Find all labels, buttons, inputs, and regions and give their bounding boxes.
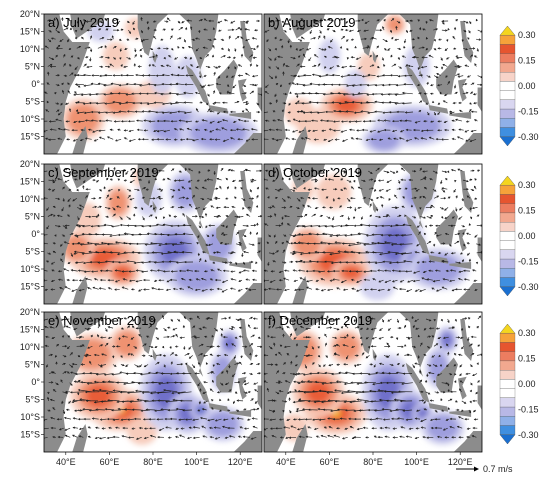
lat-tick-label: 5°S bbox=[25, 97, 40, 107]
lat-tick-label: 5°S bbox=[25, 395, 40, 405]
lat-tick-label: 0° bbox=[31, 79, 40, 89]
wind-vector bbox=[152, 252, 162, 253]
warm-anomaly bbox=[105, 89, 136, 114]
lat-tick-label: 15°N bbox=[20, 325, 40, 335]
panel-a: a) July 2019 20°N 15°N 10°N 5°N 0° 5°S 10°S 15°S bbox=[20, 7, 263, 154]
lon-tick-label: 60°E bbox=[100, 457, 120, 467]
lat-tick-label: 15°N bbox=[20, 27, 40, 37]
lat-tick-label: 20°N bbox=[20, 307, 40, 317]
lon-tick-label: 120°E bbox=[228, 457, 253, 467]
lat-tick-label: 20°N bbox=[20, 159, 40, 169]
warm-anomaly bbox=[115, 266, 130, 278]
lat-tick-label: 20°N bbox=[20, 9, 40, 19]
wind-vector bbox=[146, 410, 155, 411]
wind-vector bbox=[90, 373, 99, 374]
wind-vector-head bbox=[42, 269, 44, 271]
wind-vector bbox=[108, 244, 120, 245]
lat-tick-label: 10°S bbox=[20, 412, 40, 422]
wind-vector-head bbox=[42, 120, 44, 122]
cool-anomaly bbox=[149, 46, 175, 95]
panel-e: e) November 2019 20°N 15°N 10°N 5°N 0° 5°S 10°S… bbox=[20, 305, 262, 467]
lat-tick-label: 5°N bbox=[25, 62, 40, 72]
warm-anomaly bbox=[109, 190, 128, 215]
lat-tick-label: 5°S bbox=[25, 247, 40, 257]
lon-tick-label: 40°E bbox=[56, 457, 76, 467]
lat-tick-label: 0° bbox=[31, 377, 40, 387]
lat-tick-label: 10°S bbox=[20, 114, 40, 124]
cool-anomaly bbox=[360, 273, 395, 301]
panel-d: d) October 2019 bbox=[263, 157, 482, 304]
wind-vector bbox=[397, 262, 406, 263]
lon-tick-label: 80°E bbox=[143, 457, 163, 467]
warm-anomaly bbox=[114, 331, 139, 356]
cool-anomaly bbox=[175, 56, 201, 98]
lat-tick-label: 10°N bbox=[20, 194, 40, 204]
cool-anomaly bbox=[207, 411, 238, 436]
lat-tick-label: 15°S bbox=[20, 132, 40, 142]
warm-anomaly bbox=[86, 385, 111, 407]
lat-tick-label: 15°S bbox=[20, 282, 40, 292]
panel-title: c) September 2019 bbox=[48, 165, 159, 180]
wind-vector-head bbox=[42, 171, 44, 173]
panel-b: b) August 2019 bbox=[262, 7, 482, 154]
warm-anomaly bbox=[387, 17, 403, 32]
wind-vector bbox=[291, 243, 304, 244]
wind-vector bbox=[358, 93, 368, 94]
warm-anomaly bbox=[335, 97, 358, 112]
wind-vector bbox=[139, 234, 149, 235]
lat-tick-label: 5°N bbox=[25, 360, 40, 370]
wind-vector bbox=[119, 93, 128, 94]
lat-tick-label: 10°N bbox=[20, 342, 40, 352]
lat-tick-label: 5°N bbox=[25, 212, 40, 222]
lon-tick-label: 100°E bbox=[184, 457, 209, 467]
cool-anomaly bbox=[319, 39, 341, 74]
lat-tick-label: 10°S bbox=[20, 264, 40, 274]
lat-tick-label: 0° bbox=[31, 229, 40, 239]
cool-anomaly bbox=[175, 261, 219, 291]
panel-title: a) July 2019 bbox=[48, 15, 119, 30]
panel-title: e) November 2019 bbox=[48, 313, 156, 328]
panel-title: d) October 2019 bbox=[268, 165, 362, 180]
panel-c: c) September 2019 20°N 15°N 10°N 5°N 0° 5°S 10°… bbox=[20, 157, 262, 304]
wind-vector bbox=[81, 382, 92, 383]
lat-tick-label: 15°N bbox=[20, 177, 40, 187]
panel-title: b) August 2019 bbox=[268, 15, 355, 30]
warm-anomaly bbox=[334, 334, 359, 359]
lat-tick-label: 10°N bbox=[20, 44, 40, 54]
lat-tick-label: 15°S bbox=[20, 430, 40, 440]
